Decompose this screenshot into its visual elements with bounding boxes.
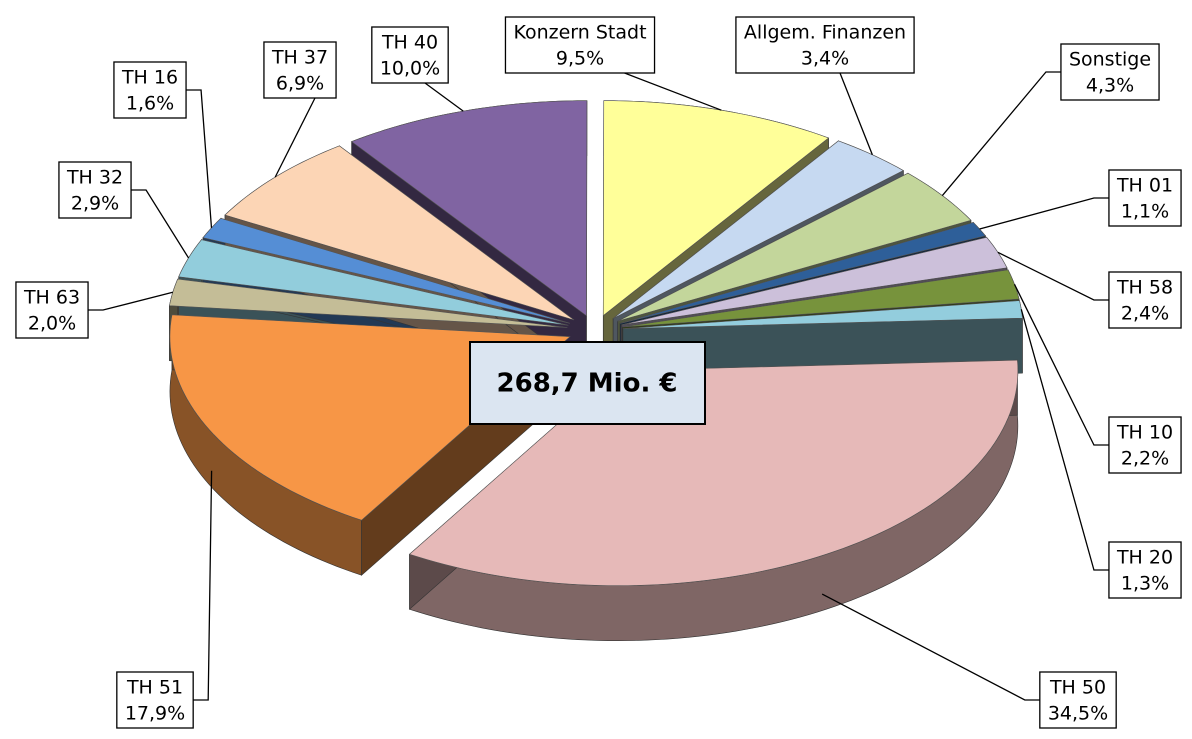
- data-label: Allgem. Finanzen 3,4%: [735, 16, 915, 156]
- value-label: 4,3%: [1086, 75, 1134, 97]
- value-label: 2,2%: [1121, 448, 1169, 470]
- label-box: [15, 281, 89, 339]
- label-box: [58, 161, 132, 219]
- leader-line: [979, 197, 1109, 230]
- category-label: TH 37: [271, 47, 328, 69]
- category-label: Konzern Stadt: [513, 22, 646, 44]
- value-label: 1,1%: [1121, 201, 1169, 223]
- slice: [408, 359, 1019, 587]
- slice: [202, 217, 570, 324]
- value-label: 2,4%: [1121, 303, 1169, 325]
- value-label: 2,9%: [71, 193, 119, 215]
- label-box: [1039, 671, 1117, 729]
- data-label: TH 01 1,1%: [979, 169, 1182, 230]
- data-label: Konzern Stadt 9,5%: [504, 16, 722, 111]
- slice: [612, 140, 904, 319]
- category-label: TH 32: [66, 167, 123, 189]
- category-label: TH 16: [121, 67, 178, 89]
- leader-line: [1013, 284, 1109, 446]
- label-box: [1108, 169, 1182, 227]
- category-label: TH 10: [1116, 422, 1173, 444]
- data-label: TH 20 1,3%: [1020, 309, 1182, 599]
- leader-line: [821, 593, 1040, 701]
- category-label: TH 50: [1049, 677, 1106, 699]
- center-text: 268,7 Mio. €: [497, 369, 678, 399]
- leader-line: [131, 189, 190, 259]
- label-box: [504, 16, 656, 74]
- value-label: 1,6%: [126, 93, 174, 115]
- data-label: TH 10 2,2%: [1013, 284, 1182, 474]
- category-label: TH 20: [1116, 547, 1173, 569]
- value-label: 3,4%: [801, 48, 849, 70]
- category-label: TH 63: [23, 287, 80, 309]
- data-label: TH 63 2,0%: [15, 281, 173, 339]
- slice: [617, 172, 972, 322]
- category-label: TH 01: [1116, 175, 1173, 197]
- leader-line: [941, 71, 1061, 197]
- value-label: 10,0%: [380, 58, 440, 80]
- data-label: TH 40 10,0%: [371, 26, 464, 112]
- label-box: [263, 41, 337, 99]
- label-box: [116, 671, 194, 729]
- leader-line: [88, 291, 173, 311]
- category-label: Allgem. Finanzen: [744, 22, 906, 44]
- label-box: [113, 61, 187, 119]
- leader-line: [186, 89, 213, 228]
- value-label: 2,0%: [28, 313, 76, 335]
- leader-line: [424, 82, 464, 112]
- label-box: [1108, 271, 1182, 329]
- label-box: [1108, 541, 1182, 599]
- label-box: [1060, 43, 1160, 101]
- data-label: TH 16 1,6%: [113, 61, 213, 228]
- leader-line: [997, 251, 1109, 301]
- label-box: [371, 26, 449, 84]
- leader-line: [193, 470, 213, 701]
- value-label: 1,3%: [1121, 573, 1169, 595]
- center-box: [469, 341, 706, 425]
- data-label: Sonstige 4,3%: [941, 43, 1160, 197]
- data-label: TH 51 17,9%: [116, 470, 213, 729]
- center-label: 268,7 Mio. €: [469, 341, 706, 425]
- data-label: TH 58 2,4%: [997, 251, 1182, 329]
- leader-line: [839, 72, 873, 156]
- data-label: TH 32 2,9%: [58, 161, 190, 259]
- data-label: TH 37 6,9%: [263, 41, 337, 178]
- category-label: Sonstige: [1069, 49, 1151, 71]
- slice: [621, 236, 1008, 326]
- leader-line: [624, 72, 722, 111]
- label-box: [735, 16, 915, 74]
- data-label: TH 50 34,5%: [821, 593, 1117, 729]
- value-label: 9,5%: [556, 48, 604, 70]
- value-label: 17,9%: [125, 703, 185, 725]
- category-label: TH 58: [1116, 277, 1173, 299]
- leader-line: [274, 97, 316, 178]
- leader-line: [1020, 309, 1109, 571]
- category-label: TH 51: [126, 677, 183, 699]
- label-box: [1108, 416, 1182, 474]
- category-label: TH 40: [381, 32, 438, 54]
- value-label: 6,9%: [276, 73, 324, 95]
- labels: Konzern Stadt 9,5% Allgem. Finanzen 3,4% Son…: [15, 16, 1182, 729]
- value-label: 34,5%: [1048, 703, 1108, 725]
